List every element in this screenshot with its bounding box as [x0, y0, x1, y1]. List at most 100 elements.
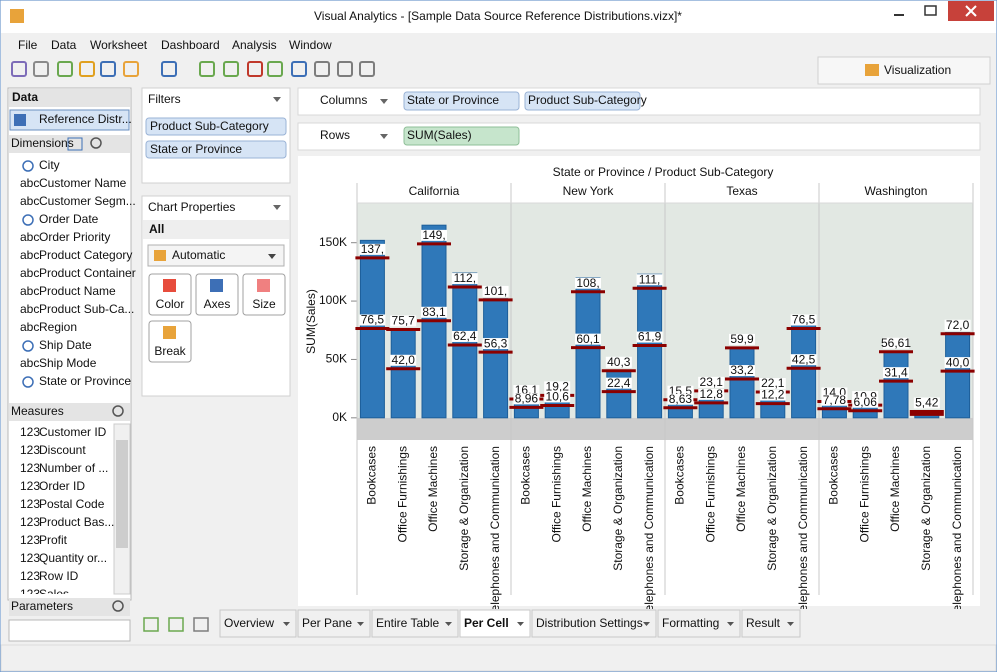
toolbar-button[interactable] [79, 61, 95, 77]
tab-arrow[interactable] [643, 622, 650, 626]
tab-label[interactable]: Entire Table [376, 616, 439, 630]
dimension-field[interactable]: Order Priority [39, 230, 110, 244]
toolbar-button[interactable] [223, 61, 239, 77]
tab-arrow[interactable] [283, 622, 290, 626]
menu-item[interactable]: Analysis [232, 38, 277, 52]
property-button-label[interactable]: Break [154, 344, 186, 358]
dimension-field[interactable]: Ship Date [39, 338, 92, 352]
property-button-label[interactable]: Size [252, 297, 276, 311]
dimension-field[interactable]: City [39, 158, 60, 172]
property-button[interactable] [148, 273, 192, 316]
chart-type-value[interactable]: Automatic [172, 248, 225, 262]
bar[interactable] [729, 346, 755, 419]
toolbar-button[interactable] [33, 61, 49, 77]
tab[interactable] [297, 609, 371, 638]
measure-field[interactable]: Quantity or... [39, 551, 107, 565]
menu-item[interactable]: Data [51, 38, 77, 52]
toolbar-button[interactable] [11, 61, 27, 77]
dropdown-arrow[interactable] [380, 99, 388, 104]
tab[interactable] [741, 609, 801, 638]
toolbar-button[interactable] [161, 61, 177, 77]
dimension-field[interactable]: Product Category [39, 248, 132, 262]
measure-field[interactable]: Product Bas... [39, 515, 114, 529]
measure-field[interactable]: Row ID [39, 569, 79, 583]
property-button[interactable] [242, 273, 286, 316]
measure-field[interactable]: Sales [39, 587, 69, 601]
property-button-label[interactable]: Axes [204, 297, 231, 311]
tab-tool[interactable] [193, 617, 209, 632]
tab-arrow[interactable] [517, 622, 524, 626]
tab-label[interactable]: Per Pane [302, 616, 352, 630]
dimension-field[interactable]: Ship Mode [39, 356, 97, 370]
filter-item[interactable]: Product Sub-Category [150, 119, 269, 133]
menu-item[interactable]: File [18, 38, 38, 52]
dimension-field[interactable]: Order Date [39, 212, 99, 226]
tab-arrow[interactable] [727, 622, 734, 626]
visualization-tab[interactable] [817, 56, 991, 85]
bar[interactable] [945, 332, 971, 419]
row-pill[interactable] [403, 126, 520, 146]
dimension-field[interactable]: Product Container [39, 266, 136, 280]
row-field[interactable]: SUM(Sales) [407, 128, 472, 142]
search-icon[interactable] [90, 137, 102, 149]
data-source-label[interactable]: Reference Distr... [39, 112, 132, 126]
dimension-field[interactable]: Customer Segm... [39, 194, 136, 208]
property-button-label[interactable]: Color [156, 297, 185, 311]
measure-field[interactable]: Profit [39, 533, 68, 547]
tab[interactable] [531, 609, 657, 638]
search-icon[interactable] [112, 405, 124, 417]
toolbar-button[interactable] [199, 61, 215, 77]
dropdown-arrow[interactable] [273, 97, 281, 102]
column-pill[interactable] [403, 91, 520, 111]
dropdown-arrow[interactable] [273, 205, 281, 210]
toolbar-button[interactable] [57, 61, 73, 77]
tab-label[interactable]: Result [746, 616, 781, 630]
menu-item[interactable]: Window [289, 38, 332, 52]
tab-tool[interactable] [168, 617, 184, 632]
minimize-button[interactable] [884, 1, 914, 21]
dimension-field[interactable]: Product Name [39, 284, 116, 298]
toolbar-button[interactable] [359, 61, 375, 77]
tab-label[interactable]: Overview [224, 616, 274, 630]
menu-item[interactable]: Dashboard [161, 38, 220, 52]
tab[interactable] [219, 609, 297, 638]
measure-field[interactable]: Customer ID [39, 425, 107, 439]
property-button[interactable] [148, 320, 192, 363]
toolbar-button[interactable] [337, 61, 353, 77]
dimension-field[interactable]: Region [39, 320, 77, 334]
tab-arrow[interactable] [357, 622, 364, 626]
menu-item[interactable]: Worksheet [90, 38, 148, 52]
filter-pill[interactable] [145, 117, 287, 136]
measure-field[interactable]: Order ID [39, 479, 85, 493]
chart-type-select[interactable] [147, 244, 285, 267]
column-field[interactable]: Product Sub-Category [528, 93, 647, 107]
data-source[interactable] [9, 109, 130, 131]
tab-label[interactable]: Distribution Settings [536, 616, 643, 630]
tab-arrow[interactable] [445, 622, 452, 626]
measure-field[interactable]: Postal Code [39, 497, 105, 511]
column-pill[interactable] [524, 91, 641, 111]
tab[interactable] [371, 609, 459, 638]
search-icon[interactable] [112, 600, 124, 612]
toolbar-button[interactable] [267, 61, 283, 77]
property-button[interactable] [195, 273, 239, 316]
visualization-tab-label[interactable]: Visualization [884, 63, 951, 77]
bar[interactable] [883, 350, 909, 419]
bar[interactable] [390, 328, 416, 419]
dimension-field[interactable]: Product Sub-Ca... [39, 302, 134, 316]
toolbar-button[interactable] [314, 61, 330, 77]
toolbar-button[interactable] [247, 61, 263, 77]
filter-pill[interactable] [145, 140, 287, 159]
toolbar-button[interactable] [291, 61, 307, 77]
tab-label[interactable]: Formatting [662, 616, 719, 630]
toolbar-button[interactable] [100, 61, 116, 77]
measure-field[interactable]: Discount [39, 443, 86, 457]
dropdown-arrow[interactable] [380, 134, 388, 139]
tab[interactable] [657, 609, 741, 638]
tab-label[interactable]: Per Cell [464, 616, 509, 630]
toolbar-button[interactable] [123, 61, 139, 77]
dimension-field[interactable]: State or Province [39, 374, 131, 388]
filter-item[interactable]: State or Province [150, 142, 242, 156]
bar[interactable] [483, 298, 509, 419]
maximize-button[interactable] [916, 1, 946, 21]
